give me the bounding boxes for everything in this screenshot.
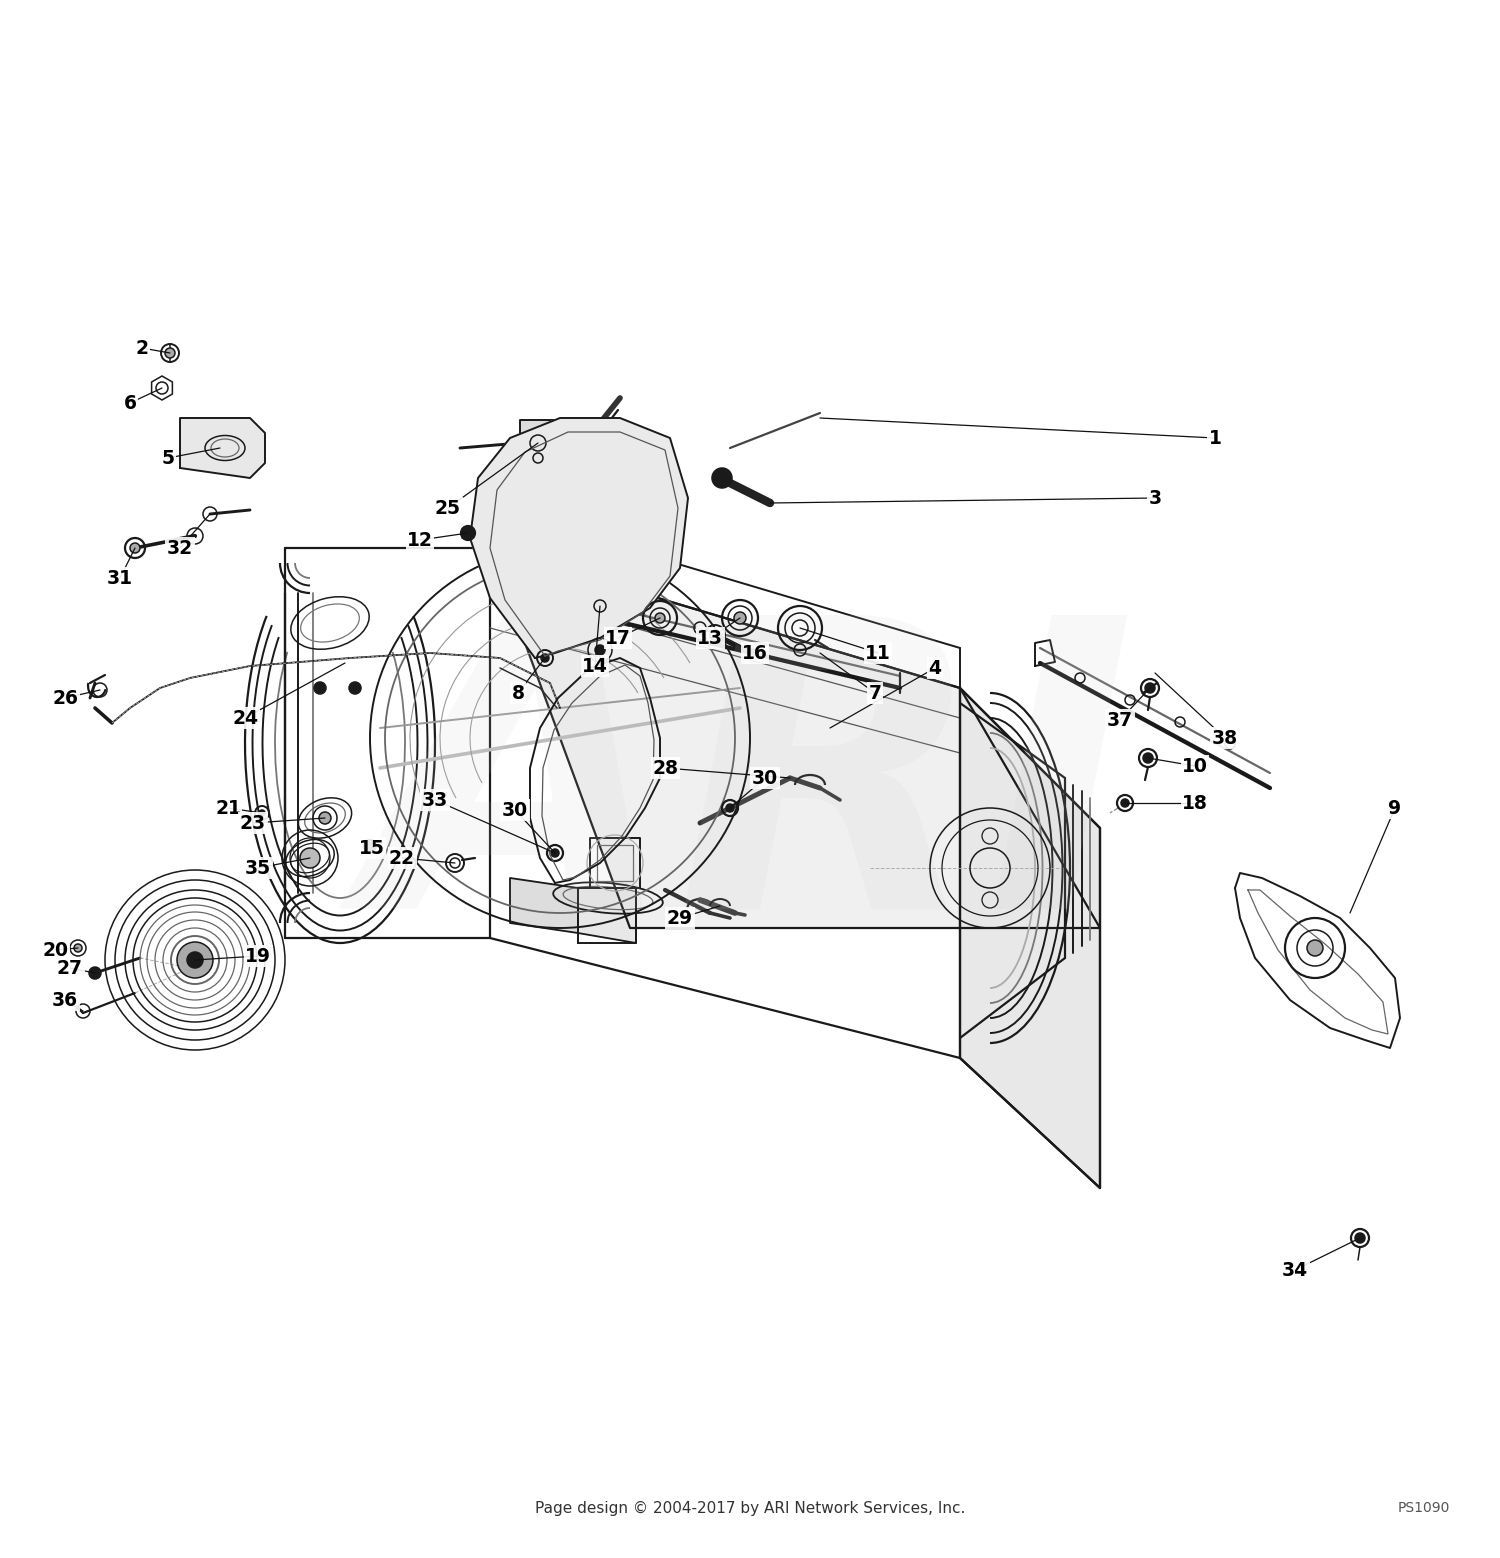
Text: 27: 27 (57, 958, 82, 977)
Text: 16: 16 (742, 643, 768, 662)
Circle shape (188, 952, 202, 968)
Circle shape (165, 347, 176, 358)
Circle shape (364, 840, 376, 852)
Text: 28: 28 (652, 759, 678, 777)
Text: 31: 31 (106, 569, 134, 587)
Circle shape (542, 654, 549, 662)
Circle shape (130, 544, 140, 553)
Text: 29: 29 (668, 908, 693, 927)
Text: 13: 13 (698, 628, 723, 648)
Circle shape (177, 943, 213, 978)
Text: 18: 18 (1182, 793, 1208, 813)
Text: 21: 21 (214, 799, 242, 818)
Text: 38: 38 (1212, 729, 1237, 748)
Text: 35: 35 (244, 858, 272, 877)
Text: 26: 26 (53, 689, 78, 707)
Polygon shape (578, 888, 636, 943)
Polygon shape (510, 879, 578, 933)
Circle shape (596, 645, 604, 654)
Polygon shape (470, 418, 688, 657)
Polygon shape (180, 418, 266, 478)
Polygon shape (520, 421, 555, 467)
Circle shape (350, 682, 361, 693)
Circle shape (726, 804, 734, 812)
Text: 34: 34 (1282, 1260, 1308, 1279)
Circle shape (712, 467, 732, 488)
Circle shape (320, 812, 332, 824)
Text: 33: 33 (422, 790, 448, 810)
Circle shape (1120, 799, 1130, 807)
Text: 10: 10 (1182, 757, 1208, 776)
Text: 4: 4 (928, 659, 942, 678)
Text: 14: 14 (582, 656, 608, 676)
Circle shape (1144, 682, 1155, 693)
Text: 19: 19 (244, 947, 272, 966)
Text: 22: 22 (388, 849, 416, 868)
Text: 37: 37 (1107, 710, 1132, 729)
Text: 1: 1 (1209, 428, 1221, 447)
Text: 32: 32 (166, 539, 194, 558)
Text: 2: 2 (135, 338, 148, 357)
Text: 6: 6 (123, 394, 136, 413)
Text: 15: 15 (358, 838, 386, 857)
Circle shape (88, 968, 101, 978)
Circle shape (74, 944, 82, 952)
Text: 30: 30 (752, 768, 778, 787)
Text: 12: 12 (406, 531, 433, 550)
Text: 5: 5 (162, 449, 174, 467)
Circle shape (260, 810, 266, 816)
Circle shape (460, 527, 476, 541)
Text: 9: 9 (1389, 799, 1401, 818)
Circle shape (1143, 753, 1154, 763)
Text: 23: 23 (240, 813, 266, 832)
Circle shape (734, 612, 746, 625)
Circle shape (656, 612, 664, 623)
Polygon shape (960, 689, 1100, 1189)
Text: 30: 30 (503, 801, 528, 820)
Text: 20: 20 (42, 941, 68, 960)
Circle shape (1354, 1232, 1365, 1243)
Text: 8: 8 (512, 684, 525, 703)
Text: ARI: ARI (364, 603, 1136, 994)
Text: 36: 36 (53, 991, 78, 1010)
Circle shape (314, 682, 326, 693)
Circle shape (1306, 939, 1323, 957)
Text: 24: 24 (232, 709, 258, 728)
Text: 3: 3 (1149, 489, 1161, 508)
Text: Page design © 2004-2017 by ARI Network Services, Inc.: Page design © 2004-2017 by ARI Network S… (536, 1500, 964, 1516)
Circle shape (550, 849, 560, 857)
Polygon shape (490, 548, 1100, 929)
Circle shape (300, 848, 320, 868)
Text: 25: 25 (435, 499, 460, 517)
Text: 11: 11 (865, 643, 891, 662)
Text: 17: 17 (604, 628, 631, 648)
Text: 7: 7 (868, 684, 882, 703)
Text: PS1090: PS1090 (1398, 1500, 1450, 1514)
